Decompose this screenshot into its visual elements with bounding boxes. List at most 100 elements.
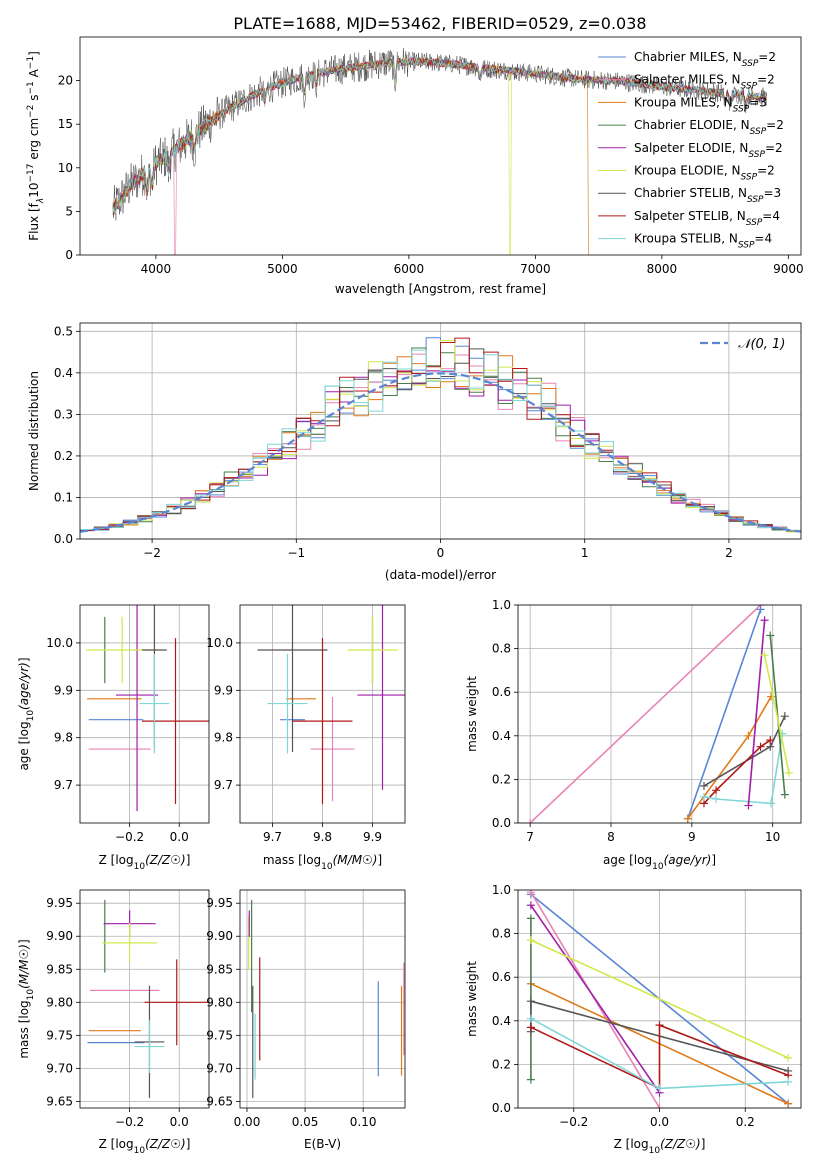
weight-marker-cELODIE [780, 790, 789, 799]
x-axis-label: wavelength [Angstrom, rest frame] [335, 282, 546, 296]
observed-spectrum-line [112, 48, 767, 221]
histogram-kMILES [80, 355, 801, 532]
weight-marker-sSTELIB [526, 1023, 535, 1032]
weight-marker-kSTELIB [767, 799, 776, 808]
x-tick-label: 9000 [773, 262, 804, 276]
x-tick-label: 9.9 [363, 830, 382, 844]
weight-marker-sSTELIB [655, 1021, 664, 1030]
ticks: 9.7 9.8 9.9 9.7 9.8 9.9 10.0 [206, 636, 382, 844]
y-tick-label: 0.6 [492, 685, 511, 699]
grid-lines [518, 604, 801, 824]
x-tick-label: 0.10 [350, 1115, 377, 1129]
y-tick-label: 0.2 [54, 449, 73, 463]
weight-marker-sSTELIB [756, 742, 765, 751]
spectrum-plot: 4000 5000 6000 7000 8000 9000 0 5 10 15 20 Chabrier… [26, 36, 804, 296]
x-axis-label: age [log10(age/yr)] [603, 853, 716, 872]
y-tick-label: 5 [65, 204, 73, 218]
histogram-kSTELIB [80, 349, 801, 531]
x-tick-label: 8 [607, 830, 615, 844]
axes-frame [79, 36, 802, 256]
axes-frame [517, 604, 802, 824]
y-tick-label: 9.85 [46, 962, 73, 976]
y-tick-label: 20 [58, 74, 73, 88]
weight-marker-kMILES [744, 731, 753, 740]
x-tick-label: 5000 [267, 262, 298, 276]
y-tick-label: 0.2 [492, 1057, 511, 1071]
y-tick-label: 9.65 [206, 1094, 233, 1108]
model-spectrum-kSTELIB [112, 57, 767, 215]
weight-line-sSTELIB [703, 739, 771, 804]
axes-frame [239, 604, 406, 824]
y-axis-label: mass weight [465, 676, 479, 752]
y-tick-label: 0.3 [54, 407, 73, 421]
age-vs-mass-plot: 9.7 9.8 9.9 9.7 9.8 9.9 10.0 mass [log10(M/M☉)] [206, 604, 406, 872]
model-spectrum-kMILES [112, 56, 589, 255]
weight-marker-cSTELIB [526, 997, 535, 1006]
y-axis-label: mass [log10(M/M☉)] [17, 939, 36, 1058]
weight-marker-kSTELIB [784, 1077, 793, 1086]
y-tick-label: 0.8 [492, 927, 511, 941]
y-tick-label: 9.80 [46, 995, 73, 1009]
x-tick-label: −0.2 [559, 1115, 588, 1129]
x-tick-label: 0.0 [650, 1115, 669, 1129]
weight-line-cMILES [687, 609, 762, 819]
x-axis-label: (data-model)/error [385, 568, 496, 582]
weight-line-kELODIE [530, 939, 789, 1059]
x-tick-label: −0.2 [115, 1115, 144, 1129]
y-tick-label: 9.90 [206, 929, 233, 943]
y-tick-label: 0.0 [492, 816, 511, 830]
weight-marker-sSTELIB [712, 786, 721, 795]
y-tick-label: 9.8 [214, 731, 233, 745]
y-axis-label: Normed distribution [27, 371, 41, 491]
y-tick-label: 1.0 [492, 883, 511, 897]
y-tick-label: 9.70 [206, 1061, 233, 1075]
legend-label-kSTELIB: Kroupa STELIB, NSSP=4 [634, 232, 772, 251]
plot-area [257, 605, 405, 805]
x-axis-label: Z [log10(Z/Z☉)] [614, 1137, 706, 1156]
ticks: 7 8 9 10 0.0 0.2 0.4 0.6 0.8 1.0 [492, 598, 780, 844]
residual-histogram-plot: −2 −1 0 1 2 0.0 0.1 0.2 0.3 0.4 0.5 𝒩(0, 1) (data-mo… [27, 322, 802, 582]
y-tick-label: 9.65 [46, 1094, 73, 1108]
y-tick-label: 0.0 [492, 1101, 511, 1115]
weight-line-sELODIE [747, 620, 766, 806]
axes-frame [79, 604, 210, 824]
y-tick-label: 9.70 [46, 1061, 73, 1075]
y-tick-label: 9.9 [214, 683, 233, 697]
weight-marker-sMILES [526, 819, 535, 823]
weight-line-sMILES [529, 605, 762, 823]
x-axis-label: mass [log10(M/M☉)] [263, 853, 382, 872]
weight-marker-sELODIE [526, 901, 535, 910]
grid-lines [80, 605, 209, 823]
y-axis-label: age [log10(age/yr)] [17, 657, 36, 770]
x-tick-label: 6000 [394, 262, 425, 276]
y-axis-label: Flux [fλ10−17 erg cm−2 s−1 A−1] [26, 51, 46, 241]
y-tick-label: 9.9 [54, 683, 73, 697]
weight-marker-kELODIE [526, 936, 535, 945]
ticks: −0.2 0.0 9.65 9.70 9.75 9.80 9.85 9.90 9.95 [46, 896, 188, 1129]
weight-marker-kSTELIB [526, 1014, 535, 1023]
weight-marker-sMILES [655, 1104, 664, 1108]
y-tick-label: 10.0 [206, 636, 233, 650]
y-tick-label: 9.80 [206, 995, 233, 1009]
model-spectrum-kELODIE [112, 56, 767, 255]
y-axis-label: mass weight [465, 961, 479, 1037]
ticks: 0.00 0.05 0.10 9.65 9.70 9.75 9.80 9.85 9.90 9.95 [206, 896, 376, 1129]
weight-marker-sSTELIB [766, 736, 775, 745]
weight-marker-kMILES [683, 814, 692, 823]
x-tick-label: 10 [765, 830, 780, 844]
weight-marker-kELODIE [760, 651, 769, 660]
x-tick-label: 0.0 [170, 1115, 189, 1129]
y-tick-label: 1.0 [492, 598, 511, 612]
y-tick-label: 0.6 [492, 970, 511, 984]
y-tick-label: 9.95 [206, 896, 233, 910]
x-tick-label: 0 [437, 546, 445, 560]
x-tick-label: 7000 [520, 262, 551, 276]
y-tick-label: 9.85 [206, 962, 233, 976]
x-tick-label: 4000 [141, 262, 172, 276]
weight-marker-cELODIE [766, 631, 775, 640]
x-tick-label: 8000 [647, 262, 678, 276]
y-tick-label: 0.4 [492, 1014, 511, 1028]
plot-area [526, 890, 793, 1108]
x-tick-label: 9 [688, 830, 696, 844]
y-tick-label: 9.75 [206, 1028, 233, 1042]
